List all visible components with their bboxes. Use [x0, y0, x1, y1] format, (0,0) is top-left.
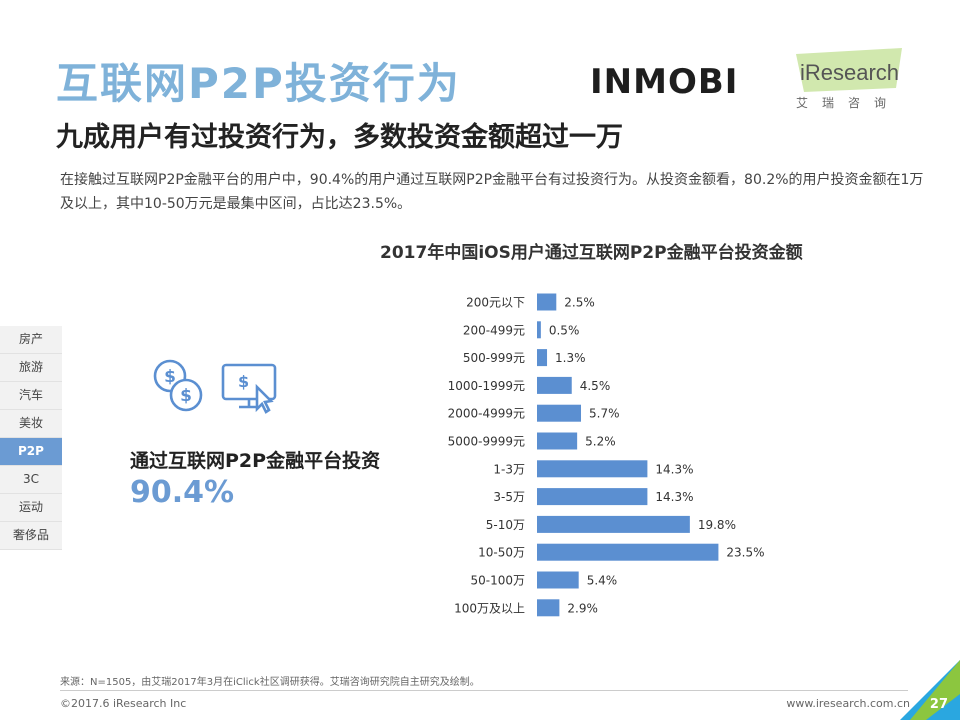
sidebar-item-beauty[interactable]: 美妆	[0, 410, 62, 438]
iresearch-logo: iResearch	[800, 60, 900, 85]
page-subtitle: 九成用户有过投资行为，多数投资金额超过一万	[56, 122, 623, 153]
source-note: 来源：N=1505，由艾瑞2017年3月在iClick社区调研获得。艾瑞咨询研究…	[60, 677, 480, 688]
logo-area: INMOBI iResearch 艾瑞咨询	[590, 48, 920, 118]
svg-text:$: $	[164, 367, 176, 387]
value-label: 14.3%	[655, 462, 693, 476]
bar	[537, 599, 560, 617]
copyright: ©2017.6 iResearch Inc	[60, 697, 187, 710]
svg-text:$: $	[180, 386, 192, 406]
bar	[537, 321, 541, 339]
iresearch-logo-shape	[796, 48, 902, 92]
bar	[537, 543, 719, 561]
footer-divider	[60, 690, 908, 691]
value-label: 5.4%	[587, 574, 618, 588]
value-label: 5.7%	[589, 407, 620, 421]
category-sidebar: 房产 旅游 汽车 美妆 P2P 3C 运动 奢侈品	[0, 326, 62, 550]
invest-rate-label: 通过互联网P2P金融平台投资	[130, 450, 381, 472]
category-label: 3-5万	[493, 490, 525, 504]
category-label: 200-499元	[463, 323, 525, 337]
value-label: 19.8%	[698, 518, 736, 532]
category-label: 200元以下	[466, 296, 525, 310]
finance-icons: $ $ $	[153, 359, 277, 414]
chart-title: 2017年中国iOS用户通过互联网P2P金融平台投资金额	[380, 243, 803, 263]
bar	[537, 460, 648, 478]
value-label: 2.9%	[567, 601, 598, 615]
category-label: 100万及以上	[454, 601, 525, 615]
page-description: 在接触过互联网P2P金融平台的用户中，90.4%的用户通过互联网P2P金融平台有…	[60, 172, 924, 212]
value-label: 2.5%	[564, 296, 595, 310]
sidebar-item-p2p[interactable]: P2P	[0, 438, 62, 466]
bar	[537, 349, 548, 367]
category-label: 1-3万	[493, 462, 525, 476]
svg-text:$: $	[238, 372, 249, 391]
value-label: 1.3%	[555, 351, 586, 365]
category-label: 5-10万	[486, 518, 525, 532]
category-label: 500-999元	[463, 351, 525, 365]
value-label: 4.5%	[580, 379, 611, 393]
category-label: 2000-4999元	[448, 407, 525, 421]
invest-rate-value: 90.4%	[130, 475, 235, 510]
bar	[537, 515, 690, 533]
value-label: 5.2%	[585, 435, 616, 449]
coins-icon: $ $	[153, 359, 203, 412]
bar	[537, 432, 578, 450]
bar	[537, 571, 579, 589]
value-label: 14.3%	[655, 490, 693, 504]
inmobi-logo: INMOBI	[590, 62, 739, 102]
sidebar-item-auto[interactable]: 汽车	[0, 382, 62, 410]
sidebar-item-luxury[interactable]: 奢侈品	[0, 522, 62, 550]
page-number: 27	[929, 697, 948, 712]
bar	[537, 293, 557, 311]
sidebar-item-realestate[interactable]: 房产	[0, 326, 62, 354]
corner-decoration	[900, 660, 960, 720]
value-label: 0.5%	[549, 323, 580, 337]
website-link[interactable]: www.iresearch.com.cn	[786, 697, 910, 710]
page-title: 互联网P2P投资行为	[56, 59, 461, 108]
bar	[537, 376, 572, 394]
bar	[537, 488, 648, 506]
sidebar-item-travel[interactable]: 旅游	[0, 354, 62, 382]
sidebar-item-3c[interactable]: 3C	[0, 466, 62, 494]
online-payment-icon: $	[221, 363, 277, 414]
sidebar-item-sports[interactable]: 运动	[0, 494, 62, 522]
category-label: 5000-9999元	[448, 435, 525, 449]
category-label: 1000-1999元	[448, 379, 525, 393]
category-label: 50-100万	[470, 574, 525, 588]
category-label: 10-50万	[478, 546, 525, 560]
value-label: 23.5%	[726, 546, 764, 560]
bar	[537, 404, 582, 422]
iresearch-logo-cn: 艾瑞咨询	[796, 96, 901, 110]
